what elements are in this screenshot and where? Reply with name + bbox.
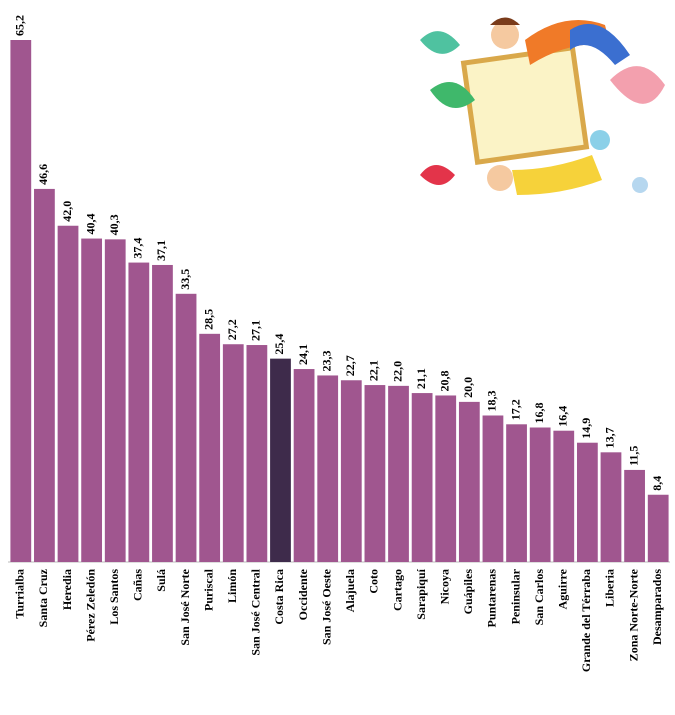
bar	[529, 427, 551, 562]
x-tick-label: Coto	[367, 569, 381, 594]
bar	[199, 333, 221, 562]
x-tick-label: Aguirre	[556, 568, 570, 609]
value-label: 20,8	[437, 370, 451, 391]
value-label: 65,2	[13, 15, 27, 36]
value-label: 14,9	[579, 418, 593, 439]
bar	[270, 358, 291, 562]
x-tick-label: Sarapiquí	[414, 568, 428, 619]
bar	[340, 380, 362, 562]
bar	[364, 385, 386, 562]
bar	[246, 345, 268, 562]
value-label: 37,1	[154, 240, 168, 261]
x-tick-label: Los Santos	[107, 569, 121, 625]
x-tick-label: Guápiles	[461, 569, 475, 615]
value-label: 24,1	[296, 344, 310, 365]
x-tick-label: Liberia	[603, 569, 617, 607]
bar	[624, 469, 645, 562]
bar	[222, 344, 244, 562]
x-tick-label: Grande del Térraba	[579, 569, 593, 672]
bar	[57, 225, 79, 563]
bar	[104, 239, 126, 562]
bar	[293, 369, 315, 562]
bar	[152, 264, 173, 562]
value-label: 23,3	[319, 350, 333, 371]
x-tick-label: Limón	[225, 569, 239, 603]
x-tick-label: Sulá	[154, 569, 168, 592]
bar	[128, 262, 150, 562]
value-label: 28,5	[201, 309, 215, 330]
bar	[647, 494, 669, 562]
value-label: 22,0	[390, 361, 404, 382]
value-label: 42,0	[60, 201, 74, 222]
x-tick-label: San José Central	[249, 568, 263, 655]
bar	[388, 385, 409, 562]
value-label: 40,4	[83, 214, 97, 235]
value-label: 27,1	[249, 320, 263, 341]
x-tick-label: Cartago	[390, 569, 404, 611]
value-label: 8,4	[650, 476, 664, 491]
x-tick-label: Santa Cruz	[36, 568, 50, 627]
x-tick-label: Occidente	[296, 568, 310, 620]
value-label: 22,1	[367, 360, 381, 381]
bar	[10, 40, 32, 562]
value-label: 40,3	[107, 214, 121, 235]
value-label: 16,4	[556, 406, 570, 427]
value-label: 21,1	[414, 368, 428, 389]
value-label: 20,0	[461, 377, 475, 398]
illustration	[420, 17, 665, 195]
value-label: 25,4	[272, 334, 286, 355]
x-tick-label: Zona Norte-Norte	[626, 568, 640, 661]
x-tick-label: Nicoya	[437, 569, 451, 604]
bar	[576, 442, 598, 562]
bar	[435, 395, 457, 562]
value-label: 16,8	[532, 402, 546, 423]
value-label: 18,3	[485, 390, 499, 411]
bar	[81, 238, 103, 562]
x-tick-label: Turrialba	[13, 569, 27, 619]
value-label: 27,2	[225, 319, 239, 340]
x-tick-label: Desamparados	[650, 569, 664, 645]
value-label: 33,5	[178, 269, 192, 290]
x-tick-label: Puntarenas	[485, 569, 499, 628]
bar	[317, 375, 339, 562]
x-tick-label: San José Norte	[178, 568, 192, 645]
bar	[553, 430, 575, 562]
x-tick-label: San José Oeste	[319, 568, 333, 645]
x-tick-label: Costa Rica	[272, 569, 286, 625]
bar	[600, 452, 622, 562]
x-tick-label: Pérez Zeledón	[83, 569, 97, 642]
x-tick-label: Puriscal	[201, 568, 215, 611]
value-label: 22,7	[343, 355, 357, 376]
x-tick-label: Peninsular	[508, 568, 522, 624]
value-label: 11,5	[626, 446, 640, 466]
x-tick-label: San Carlos	[532, 569, 546, 626]
x-tick-label: Heredia	[60, 569, 74, 610]
bar	[175, 293, 197, 562]
x-tick-label: Alajuela	[343, 569, 357, 612]
bar	[411, 393, 433, 562]
value-label: 13,7	[603, 427, 617, 448]
x-tick-label: Cañas	[131, 569, 145, 601]
bar	[34, 188, 55, 562]
bar	[506, 424, 527, 562]
value-label: 17,2	[508, 399, 522, 420]
bar	[458, 401, 480, 562]
value-label: 46,6	[36, 164, 50, 185]
bar	[482, 415, 504, 562]
value-label: 37,4	[131, 238, 145, 259]
